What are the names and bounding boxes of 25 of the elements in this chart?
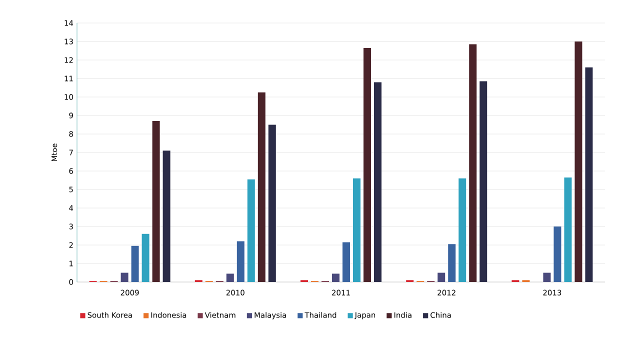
bar — [162, 150, 170, 282]
bar — [226, 274, 234, 282]
bar — [458, 178, 466, 282]
bar — [142, 234, 150, 282]
bar — [574, 41, 582, 282]
bar — [152, 121, 160, 282]
bar — [258, 92, 266, 282]
bar — [585, 67, 593, 282]
bar — [342, 242, 350, 282]
bar — [332, 274, 340, 282]
bar — [120, 272, 128, 282]
bar — [469, 44, 477, 282]
bar — [543, 272, 551, 282]
bar — [448, 244, 456, 282]
bar — [131, 246, 139, 282]
bar — [480, 81, 488, 282]
bar — [374, 82, 382, 282]
bar — [353, 178, 361, 282]
bar — [236, 241, 244, 282]
bar — [247, 179, 255, 282]
bar — [364, 48, 372, 282]
bar — [438, 272, 446, 282]
bar — [554, 226, 562, 282]
bar — [564, 177, 572, 282]
bar — [268, 124, 276, 282]
